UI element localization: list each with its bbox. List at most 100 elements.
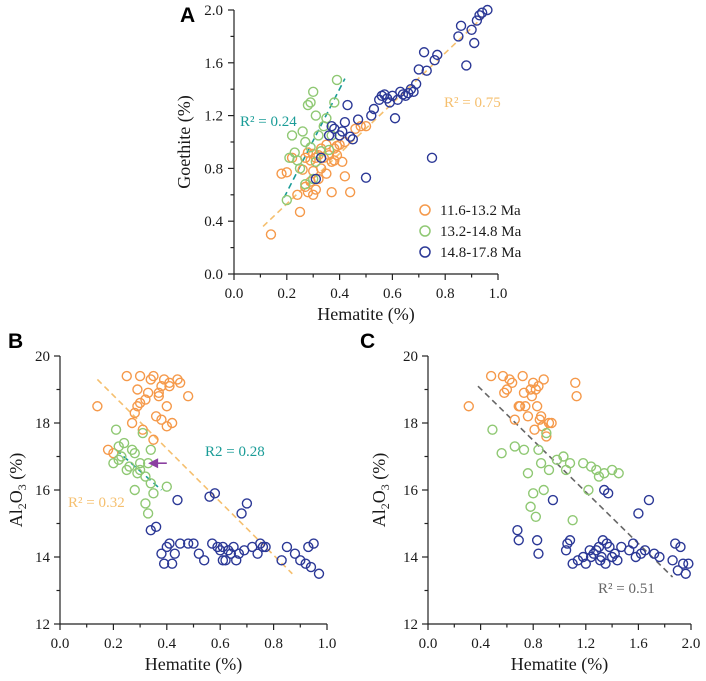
- data-point: [310, 173, 322, 185]
- panel-a: A 0.0 0.2 0.4 0.6 0.8 1.0 0.0 0.4 0.8 1.2 1.6 2.0 Hem…: [174, 3, 522, 325]
- data-point: [604, 541, 615, 553]
- data-point: [497, 370, 509, 382]
- data-point: [303, 541, 314, 553]
- data-point: [281, 194, 292, 206]
- data-point: [323, 144, 335, 156]
- data-point: [315, 163, 327, 174]
- fit-line: [96, 378, 293, 575]
- data-point: [339, 171, 351, 182]
- y-axis-title: Al2O3 (%): [6, 453, 29, 527]
- y-axis-title-part: (%): [369, 453, 390, 484]
- data-point: [233, 548, 245, 559]
- data-point: [121, 464, 132, 476]
- data-point: [209, 488, 221, 499]
- x-tick-label: 0.2: [104, 636, 123, 652]
- data-point: [140, 498, 151, 509]
- series-13.2-14.8 Ma: [487, 424, 624, 526]
- data-point: [482, 4, 493, 16]
- panel-letter: C: [360, 330, 375, 353]
- data-point: [220, 555, 231, 566]
- y-axis-title-part: 3: [378, 484, 392, 490]
- x-tick-label: 0.8: [264, 636, 283, 652]
- data-point: [570, 377, 581, 388]
- data-point: [134, 370, 146, 382]
- y-tick-label: 16: [35, 483, 51, 499]
- data-point: [517, 370, 528, 382]
- data-point: [188, 538, 199, 549]
- data-point: [308, 173, 319, 185]
- data-point: [108, 458, 119, 469]
- legend-marker: [419, 204, 431, 216]
- data-point: [547, 494, 559, 506]
- data-point: [321, 168, 332, 179]
- data-point: [522, 468, 534, 479]
- data-point: [513, 535, 524, 546]
- y-axis-title: Al2O3 (%): [369, 453, 392, 527]
- data-point: [654, 551, 665, 563]
- data-point: [546, 417, 557, 429]
- r-squared-label: R² = 0.51: [598, 581, 655, 597]
- data-point: [591, 545, 602, 556]
- y-axis-title-part: O: [6, 490, 26, 503]
- data-point: [137, 424, 148, 435]
- data-point: [580, 558, 591, 569]
- data-point: [113, 454, 124, 466]
- data-point: [204, 491, 215, 502]
- data-point: [217, 555, 229, 566]
- data-point: [276, 555, 287, 566]
- series-11.6-13.2 Ma: [463, 370, 582, 442]
- data-point: [132, 401, 143, 412]
- data-point: [118, 437, 130, 449]
- data-point: [541, 431, 552, 442]
- data-point: [110, 424, 122, 435]
- data-point: [606, 551, 618, 563]
- data-point: [531, 401, 543, 412]
- data-point: [310, 184, 322, 195]
- data-point: [313, 173, 324, 185]
- data-point: [630, 551, 641, 563]
- data-point: [429, 54, 440, 66]
- data-point: [300, 179, 311, 190]
- data-point: [643, 494, 655, 506]
- arrow-head: [148, 458, 159, 469]
- x-axis-title: Hematite (%): [511, 654, 608, 675]
- data-point: [286, 152, 298, 164]
- data-point: [310, 152, 322, 164]
- data-point: [350, 123, 361, 135]
- x-tick-label: 0.6: [383, 286, 402, 302]
- data-point: [124, 461, 135, 472]
- data-point: [522, 411, 534, 422]
- x-tick-label: 1.6: [629, 636, 648, 652]
- data-point: [126, 417, 138, 429]
- data-point: [140, 471, 151, 482]
- y-axis-title-part: Al: [6, 509, 26, 527]
- y-tick-label: 0.8: [204, 161, 223, 177]
- data-point: [504, 374, 515, 385]
- data-point: [564, 535, 576, 546]
- legend: 11.6-13.2 Ma 13.2-14.8 Ma 14.8-17.8 Ma: [419, 203, 522, 261]
- data-point: [326, 186, 337, 198]
- x-tick-label: 0.0: [225, 286, 244, 302]
- data-point: [145, 444, 156, 455]
- panel-b: B 0.0 0.2 0.4 0.6 0.8 1.0 12 14 16 18 20 Hematite (%…: [6, 330, 336, 675]
- data-point: [148, 434, 159, 445]
- data-point: [308, 86, 319, 98]
- data-point: [156, 548, 167, 559]
- data-point: [214, 545, 226, 556]
- data-point: [318, 152, 329, 164]
- data-point: [487, 424, 498, 435]
- data-point: [231, 555, 242, 566]
- fit-line: [115, 449, 162, 491]
- data-point: [289, 548, 301, 559]
- data-point: [92, 401, 103, 412]
- data-point: [156, 414, 167, 425]
- data-point: [533, 380, 544, 392]
- data-point: [310, 110, 322, 121]
- series-13.2-14.8 Ma: [281, 74, 343, 206]
- data-point: [583, 484, 594, 496]
- data-point: [281, 541, 293, 553]
- data-point: [198, 555, 210, 566]
- data-point: [300, 136, 311, 148]
- data-point: [355, 120, 366, 132]
